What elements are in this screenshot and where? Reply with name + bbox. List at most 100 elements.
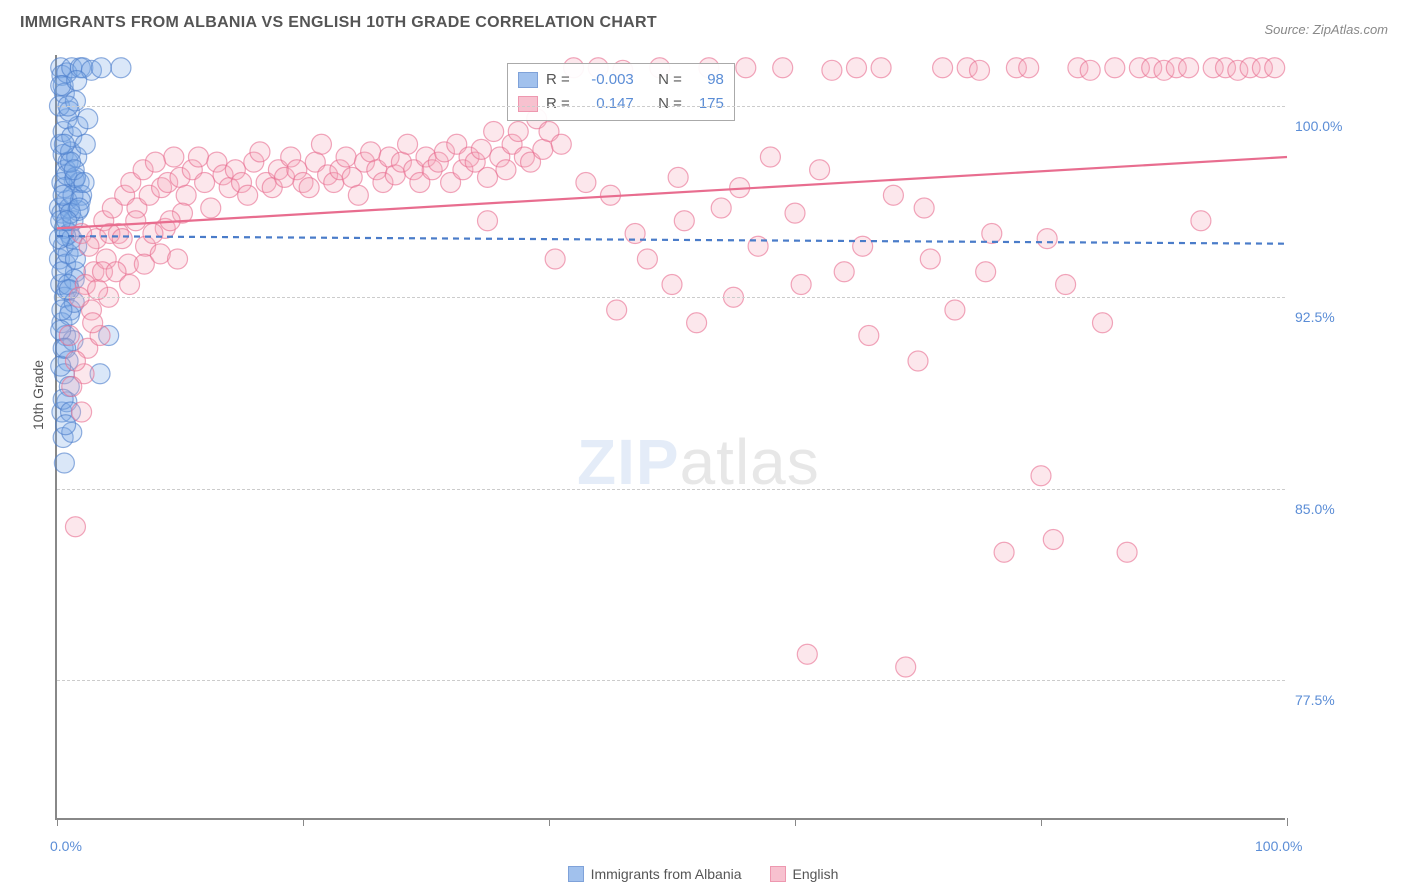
scatter-point: [143, 224, 163, 244]
scatter-point: [54, 134, 74, 154]
scatter-point: [637, 249, 657, 269]
scatter-point: [348, 185, 368, 205]
scatter-point: [238, 185, 258, 205]
scatter-point: [576, 173, 596, 193]
scatter-point: [1019, 58, 1039, 78]
scatter-point: [551, 134, 571, 154]
stats-row-series1: R = -0.003 N = 98: [518, 68, 724, 92]
scatter-point: [994, 542, 1014, 562]
scatter-point: [773, 58, 793, 78]
scatter-point: [54, 453, 74, 473]
scatter-point: [945, 300, 965, 320]
y-tick-label: 77.5%: [1295, 692, 1335, 708]
scatter-point: [72, 402, 92, 422]
scatter-point: [145, 152, 165, 172]
stats-swatch-2: [518, 96, 538, 112]
gridline-h: [57, 297, 1285, 298]
scatter-point: [1191, 211, 1211, 231]
scatter-point: [810, 160, 830, 180]
scatter-point: [914, 198, 934, 218]
x-tick-mark: [1041, 818, 1042, 826]
scatter-point: [607, 300, 627, 320]
legend: Immigrants from Albania English: [0, 866, 1406, 882]
x-tick-label: 0.0%: [50, 838, 82, 854]
legend-item-1: Immigrants from Albania: [568, 866, 742, 882]
scatter-point: [908, 351, 928, 371]
legend-swatch-2: [770, 866, 786, 882]
scatter-point: [65, 517, 85, 537]
scatter-point: [545, 249, 565, 269]
scatter-point: [785, 203, 805, 223]
r-value-1: -0.003: [578, 68, 634, 92]
scatter-point: [62, 377, 82, 397]
scatter-point: [126, 211, 146, 231]
scatter-point: [311, 134, 331, 154]
scatter-point: [920, 249, 940, 269]
scatter-point: [859, 326, 879, 346]
scatter-point: [970, 60, 990, 80]
scatter-point: [65, 351, 85, 371]
scatter-point: [74, 173, 94, 193]
scatter-point: [112, 229, 132, 249]
stats-swatch-1: [518, 72, 538, 88]
scatter-point: [883, 185, 903, 205]
scatter-point: [847, 58, 867, 78]
scatter-point: [976, 262, 996, 282]
scatter-point: [533, 139, 553, 159]
scatter-point: [791, 275, 811, 295]
y-axis-label: 10th Grade: [30, 360, 46, 430]
scatter-point: [195, 173, 215, 193]
scatter-point: [508, 122, 528, 142]
scatter-point: [111, 58, 131, 78]
x-tick-mark: [57, 818, 58, 826]
scatter-point: [53, 185, 73, 205]
scatter-point: [398, 134, 418, 154]
scatter-point: [853, 236, 873, 256]
r-value-2: 0.147: [578, 92, 634, 116]
n-label: N =: [658, 68, 682, 92]
legend-swatch-1: [568, 866, 584, 882]
scatter-point: [736, 58, 756, 78]
legend-label-2: English: [793, 866, 839, 882]
scatter-point: [1265, 58, 1285, 78]
scatter-point: [361, 142, 381, 162]
chart-title: IMMIGRANTS FROM ALBANIA VS ENGLISH 10TH …: [20, 14, 657, 32]
gridline-h: [57, 489, 1285, 490]
scatter-point: [760, 147, 780, 167]
regression-line: [57, 236, 1287, 244]
gridline-h: [57, 106, 1285, 107]
scatter-point: [478, 167, 498, 187]
gridline-h: [57, 680, 1285, 681]
scatter-point: [496, 160, 516, 180]
scatter-point: [1093, 313, 1113, 333]
scatter-point: [176, 185, 196, 205]
scatter-point: [1179, 58, 1199, 78]
scatter-point: [201, 198, 221, 218]
scatter-point: [83, 313, 103, 333]
x-tick-mark: [549, 818, 550, 826]
scatter-point: [484, 122, 504, 142]
scatter-point: [478, 211, 498, 231]
scatter-point: [336, 147, 356, 167]
scatter-point: [78, 109, 98, 129]
scatter-point: [674, 211, 694, 231]
x-tick-mark: [795, 818, 796, 826]
r-label: R =: [546, 68, 570, 92]
x-tick-mark: [1287, 818, 1288, 826]
n-value-1: 98: [690, 68, 724, 92]
scatter-point: [56, 415, 76, 435]
legend-label-1: Immigrants from Albania: [591, 866, 742, 882]
y-tick-label: 100.0%: [1295, 118, 1342, 134]
scatter-point: [748, 236, 768, 256]
scatter-point: [896, 657, 916, 677]
scatter-point: [1080, 60, 1100, 80]
scatter-point: [871, 58, 891, 78]
scatter-point: [120, 275, 140, 295]
scatter-point: [711, 198, 731, 218]
source-attribution: Source: ZipAtlas.com: [1264, 22, 1388, 37]
scatter-point: [834, 262, 854, 282]
scatter-point: [933, 58, 953, 78]
scatter-point: [91, 58, 111, 78]
stats-row-series2: R = 0.147 N = 175: [518, 92, 724, 116]
scatter-point: [164, 147, 184, 167]
